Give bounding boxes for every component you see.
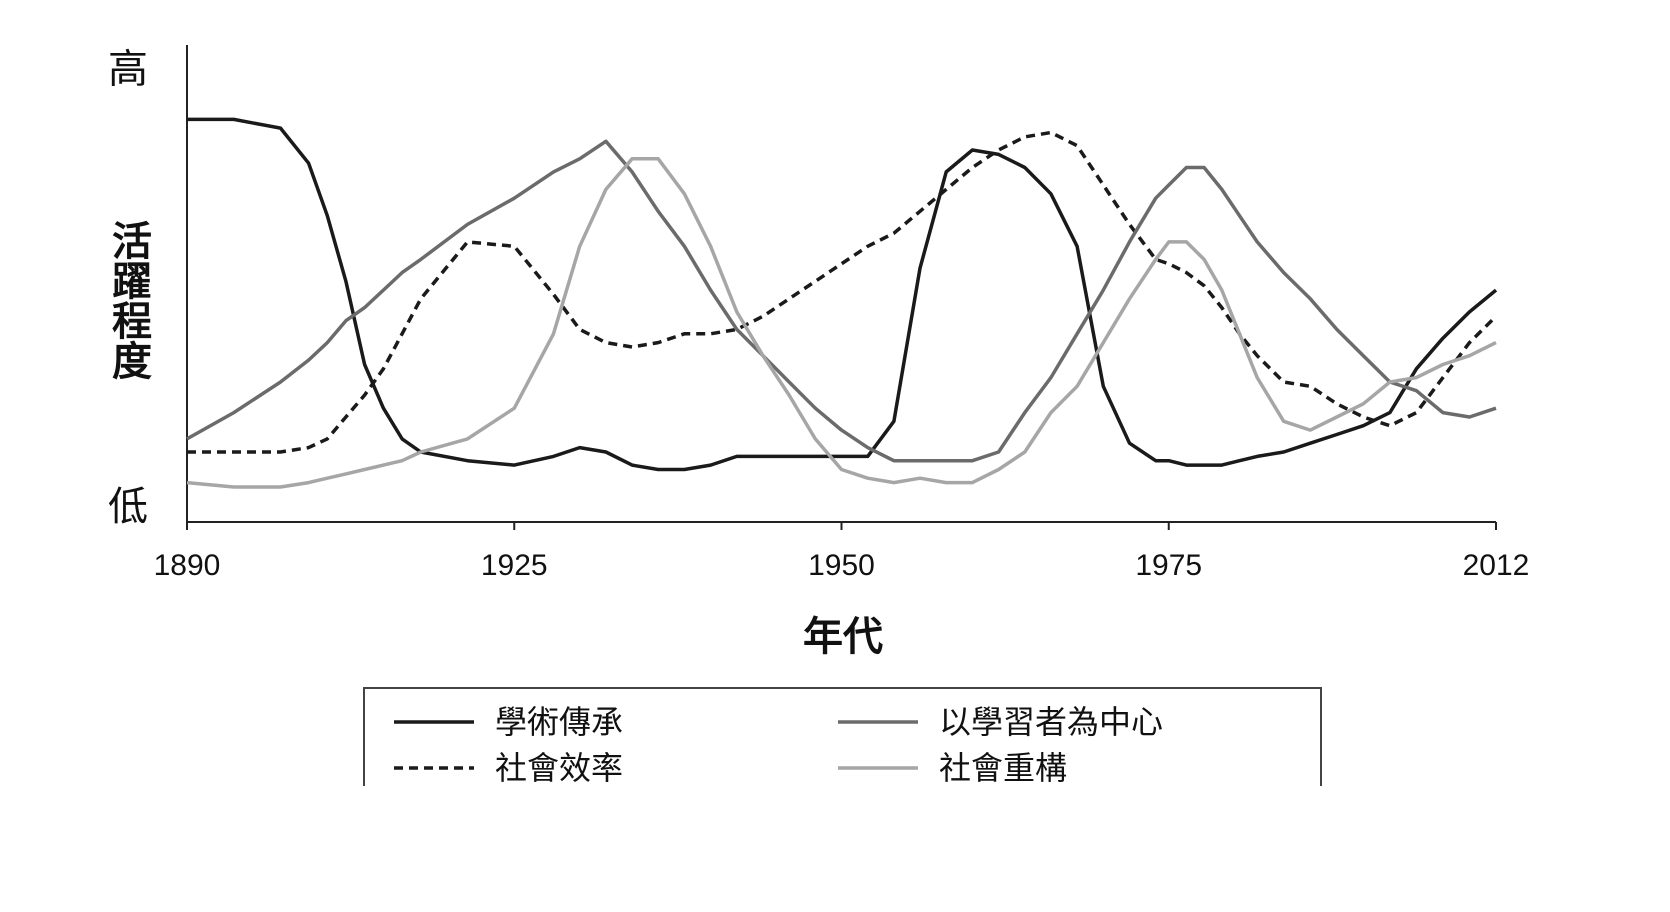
series-line [186, 139, 1497, 463]
y-tick-label: 低 [108, 484, 148, 530]
x-tick-label: 2012 [1463, 549, 1530, 582]
y-tick-label: 高 [108, 46, 148, 92]
series-line [187, 130, 1498, 454]
legend-label: 社會效率 [495, 749, 623, 787]
legend-label: 社會重構 [939, 749, 1067, 787]
x-axis-label: 年代 [803, 614, 883, 660]
x-tick-label: 1890 [154, 549, 221, 582]
legend-box [363, 687, 1322, 786]
legend-label: 學術傳承 [495, 703, 623, 741]
x-tick-label: 1925 [481, 549, 548, 582]
series-line [186, 157, 1497, 489]
legend-label: 以學習者為中心 [939, 703, 1163, 741]
x-tick-label: 1975 [1135, 549, 1202, 582]
y-axis-label: 活躍程度 [105, 220, 152, 380]
x-tick-label: 1950 [808, 549, 875, 582]
series-line [187, 117, 1498, 472]
